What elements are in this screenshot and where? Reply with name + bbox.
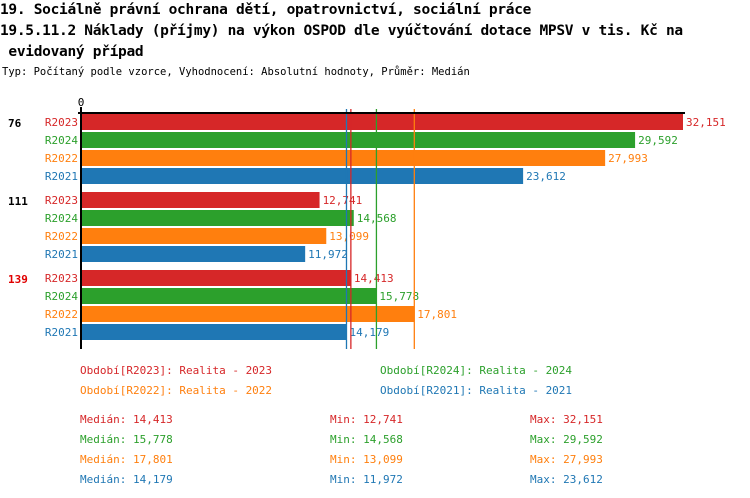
series-label: R2024 [45, 134, 78, 147]
legend-item: Období[R2024]: Realita - 2024 [380, 364, 572, 377]
data-label: 23,612 [526, 170, 566, 183]
series-label: R2022 [45, 308, 78, 321]
data-label: 15,778 [379, 290, 419, 303]
group-label: 139 [8, 273, 28, 286]
bar [81, 210, 354, 226]
bar [81, 114, 683, 130]
bar [81, 270, 351, 286]
chart-title: 19. Sociálně právní ochrana dětí, opatro… [0, 0, 750, 63]
stat-max: Max: 27,993 [530, 453, 603, 466]
series-label: R2021 [45, 248, 78, 261]
data-label: 14,413 [354, 272, 394, 285]
series-label: R2021 [45, 326, 78, 339]
title-line: evidovaný případ [0, 44, 144, 60]
bar [81, 168, 524, 184]
group-label: 76 [8, 117, 22, 130]
data-label: 13,099 [329, 230, 369, 243]
series-label: R2023 [45, 194, 78, 207]
series-label: R2022 [45, 152, 78, 165]
legend-item: Období[R2023]: Realita - 2023 [80, 364, 272, 377]
legend-item: Období[R2022]: Realita - 2022 [80, 384, 272, 397]
series-label: R2024 [45, 212, 78, 225]
bar [81, 246, 306, 262]
stat-median: Medián: 17,801 [80, 453, 173, 466]
stat-max: Max: 29,592 [530, 433, 603, 446]
data-label: 17,801 [417, 308, 457, 321]
data-label: 14,179 [349, 326, 389, 339]
bar [81, 132, 636, 148]
stat-max: Max: 32,151 [530, 413, 603, 426]
stat-median: Medián: 14,179 [80, 473, 173, 486]
bar [81, 228, 327, 244]
stat-min: Min: 14,568 [330, 433, 403, 446]
data-label: 12,741 [323, 194, 363, 207]
title-line: 19.5.11.2 Náklady (příjmy) na výkon OSPO… [0, 23, 683, 39]
group-label: 111 [8, 195, 28, 208]
title-line: 19. Sociálně právní ochrana dětí, opatro… [0, 2, 532, 18]
legend-item: Období[R2021]: Realita - 2021 [380, 384, 572, 397]
data-label: 32,151 [686, 116, 726, 129]
series-label: R2021 [45, 170, 78, 183]
bar [81, 324, 347, 340]
series-label: R2023 [45, 272, 78, 285]
chart-subtitle: Typ: Počítaný podle vzorce, Vyhodnocení:… [2, 66, 470, 78]
bar [81, 306, 415, 322]
data-label: 11,972 [308, 248, 348, 261]
bar [81, 192, 320, 208]
series-label: R2024 [45, 290, 78, 303]
x-tick-label: 0 [78, 96, 85, 109]
series-label: R2023 [45, 116, 78, 129]
stat-median: Medián: 14,413 [80, 413, 173, 426]
stat-min: Min: 13,099 [330, 453, 403, 466]
data-label: 27,993 [608, 152, 648, 165]
data-label: 29,592 [638, 134, 678, 147]
bar [81, 288, 377, 304]
series-label: R2022 [45, 230, 78, 243]
stat-min: Min: 12,741 [330, 413, 403, 426]
stat-median: Medián: 15,778 [80, 433, 173, 446]
stat-max: Max: 23,612 [530, 473, 603, 486]
stat-min: Min: 11,972 [330, 473, 403, 486]
bar [81, 150, 606, 166]
